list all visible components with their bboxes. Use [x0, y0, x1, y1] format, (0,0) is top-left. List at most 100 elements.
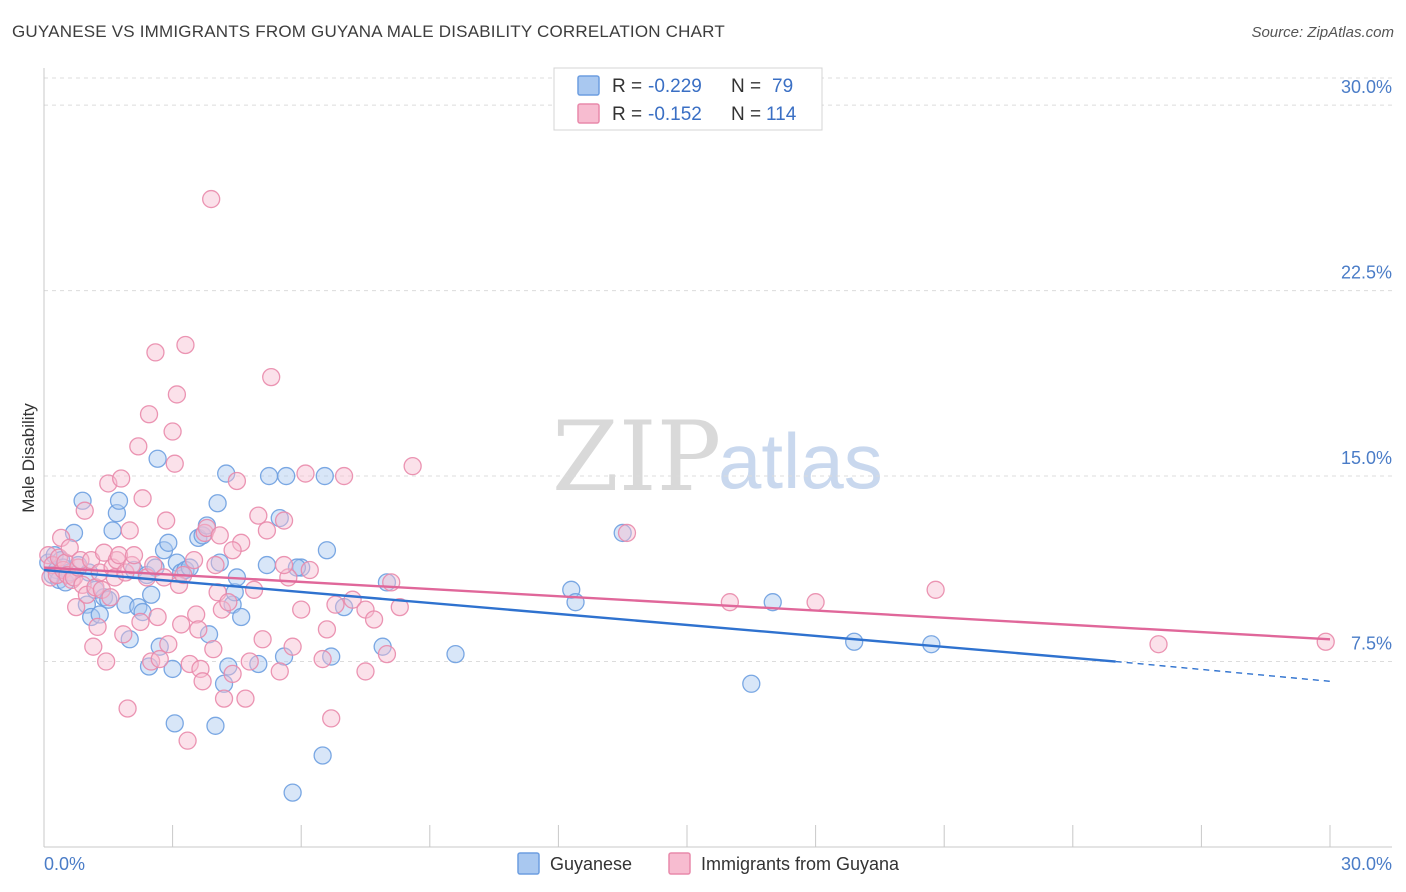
- immigrants-point-50: [157, 511, 176, 530]
- immigrants-point-65: [193, 672, 212, 691]
- immigrants-point-72: [210, 526, 229, 545]
- guyanese-point-65: [315, 466, 334, 486]
- immigrants-point-49: [154, 568, 174, 587]
- y-tick-label-1: 15.0%: [1341, 448, 1392, 468]
- legend: R = -0.229 N = 79 R = -0.152 N = 114: [553, 67, 823, 131]
- guyanese-point-56: [257, 555, 277, 575]
- immigrants-point-69: [204, 640, 223, 659]
- immigrants-point-80: [240, 652, 259, 671]
- immigrants-point-73: [212, 600, 232, 619]
- legend-swatch-pink: [577, 103, 600, 124]
- immigrants-point-43: [139, 405, 159, 424]
- immigrants-point-32: [112, 469, 131, 488]
- immigrants-point-41: [133, 489, 152, 508]
- bottom-legend-swatch-immigrants: [668, 852, 691, 875]
- series-immigrants-points: [39, 189, 1335, 750]
- immigrants-point-56: [172, 615, 191, 634]
- guyanese-point-75: [763, 593, 782, 612]
- guyanese-point-44: [199, 625, 219, 644]
- x-tick-label-max: 30.0%: [1341, 854, 1392, 874]
- immigrants-point-51: [159, 635, 178, 654]
- immigrants-point-113: [223, 541, 242, 560]
- trend-lines: [43, 566, 1331, 683]
- guyanese-point-74: [742, 674, 761, 693]
- guyanese-point-46: [208, 494, 227, 513]
- guyanese-point-18: [99, 590, 118, 609]
- guyanese-point-57: [259, 466, 279, 486]
- immigrants-point-53: [165, 454, 184, 473]
- immigrants-point-52: [163, 422, 182, 441]
- y-tick-label-2: 22.5%: [1341, 263, 1392, 283]
- immigrants-point-111: [356, 662, 375, 681]
- immigrants-point-63: [189, 620, 208, 639]
- immigrants-point-110: [1316, 632, 1335, 651]
- immigrants-point-95: [322, 709, 341, 728]
- y-axis-title: Male Disability: [19, 403, 38, 513]
- immigrants-point-38: [124, 546, 144, 565]
- guyanese-point-21: [109, 491, 129, 510]
- immigrants-point-21: [88, 617, 107, 637]
- immigrants-point-86: [270, 662, 289, 681]
- immigrants-point-91: [296, 464, 315, 483]
- bottom-legend-label-guyanese: Guyanese: [550, 854, 632, 874]
- legend-r-value-1: -0.229: [648, 76, 702, 97]
- bottom-legend-swatch-guyanese: [517, 852, 540, 875]
- immigrants-point-89: [283, 637, 302, 656]
- legend-r-value-2: -0.152: [648, 104, 702, 125]
- guyanese-point-73: [613, 523, 632, 543]
- guyanese-point-31: [148, 449, 167, 468]
- y-tick-label-3: 30.0%: [1341, 77, 1392, 97]
- immigrants-point-87: [274, 511, 294, 530]
- immigrants-point-82: [249, 506, 268, 525]
- immigrants-point-93: [313, 649, 332, 669]
- watermark-zip: ZIP: [552, 401, 721, 513]
- immigrants-point-60: [180, 654, 199, 674]
- guyanese-point-64: [317, 541, 337, 560]
- immigrants-point-61: [184, 550, 204, 570]
- immigrants-point-79: [236, 689, 255, 708]
- immigrants-point-107: [806, 593, 825, 612]
- guyanese-point-54: [232, 607, 251, 627]
- legend-n-label-1: N =: [731, 76, 761, 97]
- legend-r-label-2: R =: [612, 104, 642, 125]
- y-tick-label-0: 7.5%: [1351, 634, 1392, 654]
- immigrants-point-75: [219, 593, 238, 612]
- guyanese-point-45: [206, 716, 225, 735]
- x-axis-ticks: [172, 825, 1331, 847]
- bottom-legend: Guyanese Immigrants from Guyana: [517, 852, 900, 875]
- immigrants-point-90: [292, 600, 311, 619]
- watermark-atlas: atlas: [718, 417, 883, 505]
- immigrants-point-54: [167, 385, 187, 404]
- trend-line-immigrants: [43, 566, 1331, 641]
- legend-swatch-blue: [577, 75, 600, 96]
- immigrants-point-101: [377, 644, 397, 664]
- immigrants-point-104: [403, 457, 422, 476]
- immigrants-point-85: [262, 367, 281, 387]
- immigrants-point-58: [176, 335, 195, 355]
- legend-n-value-2: 114: [766, 104, 797, 125]
- immigrants-point-48: [150, 649, 169, 669]
- legend-r-label-1: R =: [612, 76, 642, 97]
- immigrants-point-77: [227, 471, 247, 491]
- trend-line-guyanese: [43, 568, 1116, 663]
- immigrants-point-68: [202, 189, 221, 209]
- guyanese-point-19: [103, 521, 122, 540]
- legend-n-label-2: N =: [731, 104, 761, 125]
- immigrants-point-96: [326, 595, 345, 614]
- immigrants-point-9: [60, 538, 79, 557]
- immigrants-point-62: [187, 605, 206, 624]
- immigrants-point-25: [97, 652, 116, 671]
- guyanese-point-34: [159, 533, 178, 552]
- guyanese-point-36: [165, 714, 184, 733]
- immigrants-point-12: [67, 597, 86, 617]
- y-axis-labels: 7.5% 15.0% 22.5% 30.0%: [1341, 77, 1392, 653]
- trend-line-guyanese-extension: [1115, 660, 1331, 683]
- immigrants-point-81: [244, 580, 264, 599]
- x-tick-label-min: 0.0%: [44, 854, 85, 874]
- guyanese-point-29: [142, 585, 161, 604]
- immigrants-point-33: [114, 625, 133, 644]
- immigrants-point-19: [84, 637, 103, 656]
- immigrants-point-74: [214, 689, 234, 708]
- immigrants-point-31: [109, 546, 129, 565]
